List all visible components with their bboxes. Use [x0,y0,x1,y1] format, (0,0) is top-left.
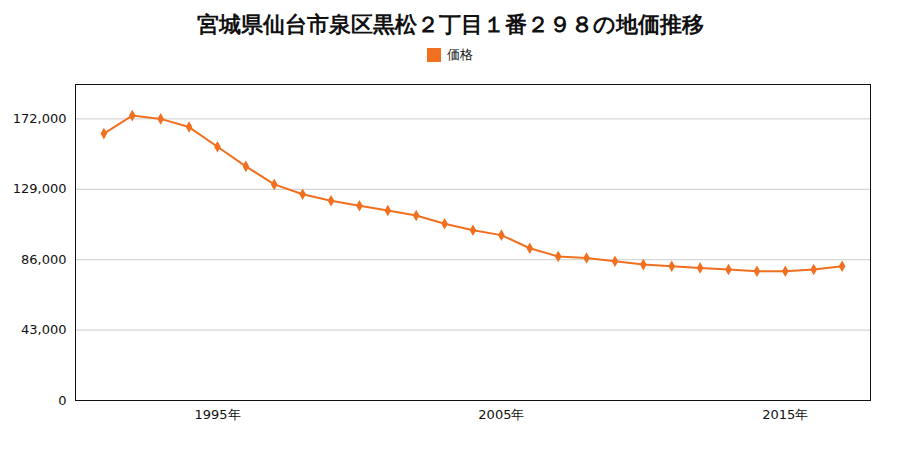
svg-text:2015年: 2015年 [762,407,808,422]
svg-text:2005年: 2005年 [478,407,524,422]
svg-text:0: 0 [58,393,66,408]
svg-text:172,000: 172,000 [13,111,67,126]
html-text:宮城県仙台市泉区黒松２丁目１番２９８の地価推移: 宮城県仙台市泉区黒松２丁目１番２９８の地価推移 [196,12,704,37]
svg-text:129,000: 129,000 [13,181,67,196]
svg-text:43,000: 43,000 [21,322,67,337]
html-text:価格: 価格 [447,47,473,62]
svg-text:86,000: 86,000 [21,252,67,267]
svg-text:1995年: 1995年 [194,407,240,422]
